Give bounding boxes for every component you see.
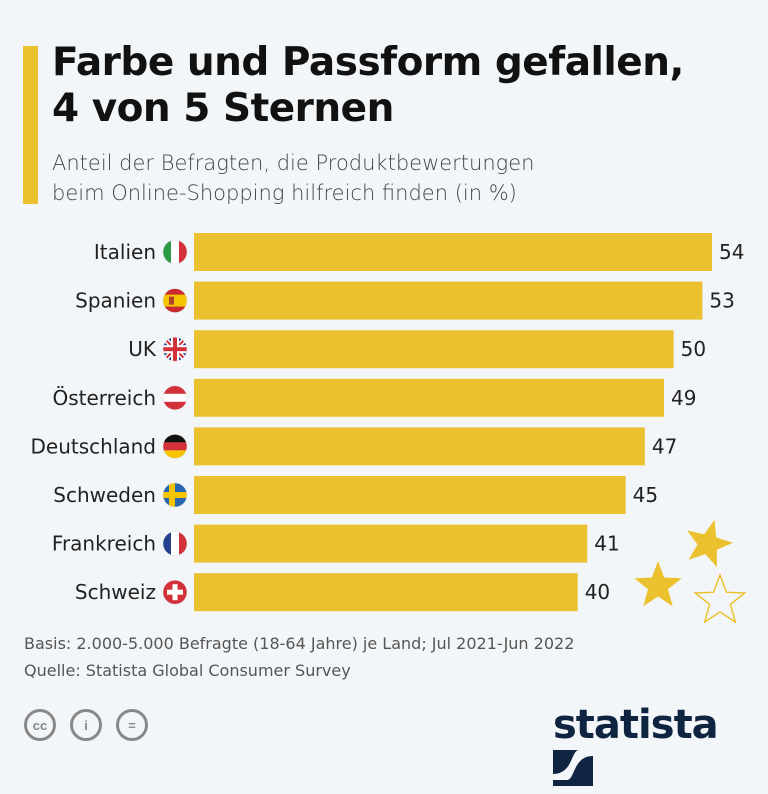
bar-chart: Italien 54 Spanien 53 UK 50 Österreich 49 Deutsc… (31, 233, 747, 624)
category-label: Österreich (53, 386, 157, 410)
chart-subtitle: Anteil der Befragten, die Produktbewertu… (52, 148, 535, 208)
value-label: 40 (585, 580, 610, 604)
spain-flag (163, 288, 187, 313)
value-label: 54 (719, 240, 744, 264)
chart-title: Farbe und Passform gefallen, 4 von 5 Ste… (52, 40, 684, 132)
uk-flag (163, 337, 187, 362)
category-label: Frankreich (52, 532, 156, 556)
footer-basis: Basis: 2.000-5.000 Befragte (18-64 Jahre… (24, 634, 575, 653)
subtitle-line-1: Anteil der Befragten, die Produktbewertu… (52, 151, 535, 175)
category-label: Italien (94, 240, 156, 264)
statista-logo[interactable]: statista (553, 702, 768, 794)
category-label: Spanien (75, 289, 156, 313)
value-label: 49 (671, 386, 696, 410)
flag-outline (162, 434, 188, 459)
statista-logo-icon (553, 750, 593, 786)
austria-flag (163, 385, 187, 410)
sweden-flag (163, 483, 187, 507)
title-line-1: Farbe und Passform gefallen, (52, 40, 684, 85)
switzerland-flag (163, 580, 187, 605)
category-label: Schweiz (75, 580, 156, 604)
bar-0 (194, 233, 712, 271)
star-empty-icon (693, 572, 747, 624)
star-filled-icon (634, 561, 682, 607)
bar-4 (194, 427, 645, 466)
footer-source: Quelle: Statista Global Consumer Survey (24, 661, 351, 680)
category-label: Deutschland (31, 434, 157, 458)
bar-2 (194, 330, 674, 369)
bar-6 (194, 524, 588, 563)
subtitle-line-2: beim Online-Shopping hilfreich finden (i… (52, 181, 517, 205)
cc-icon-label: cc (32, 717, 48, 733)
france-flag (163, 531, 187, 556)
value-label: 50 (681, 337, 706, 361)
category-label: Schweden (53, 483, 156, 507)
value-label: 45 (633, 483, 658, 507)
cc-license-icon[interactable]: cc (24, 709, 56, 741)
logo-text: statista (553, 702, 719, 748)
attribution-icon[interactable]: i (70, 709, 102, 741)
no-derivatives-icon[interactable]: = (116, 709, 148, 741)
value-label: 47 (652, 434, 677, 458)
flag-outline (162, 336, 188, 362)
value-label: 41 (594, 532, 619, 556)
category-label: UK (128, 337, 157, 361)
nd-icon-label: = (128, 717, 136, 733)
title-line-2: 4 von 5 Sternen (52, 86, 394, 131)
by-icon-label: i (84, 717, 88, 733)
value-label: 53 (709, 289, 734, 313)
star-filled-icon (687, 519, 733, 568)
italy-flag (163, 240, 187, 264)
germany-flag (163, 434, 187, 459)
bar-5 (194, 476, 626, 514)
bar-1 (194, 281, 703, 320)
bar-3 (194, 378, 665, 417)
title-accent-bar (23, 46, 38, 204)
flag-outline (162, 579, 188, 605)
flag-outline (162, 385, 188, 411)
flag-outline (162, 531, 188, 556)
flag-outline (162, 288, 188, 313)
flag-outline (162, 482, 188, 508)
flag-outline (162, 239, 188, 265)
bar-7 (194, 573, 578, 612)
